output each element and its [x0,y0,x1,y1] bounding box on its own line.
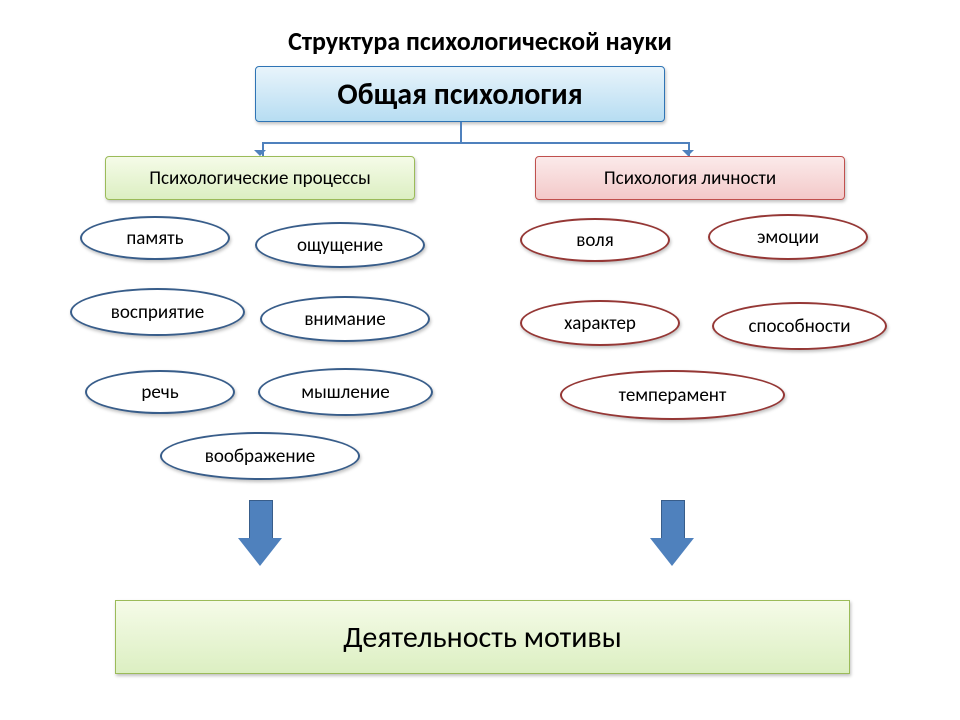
concept-label: характер [564,312,636,335]
concept-label: воля [576,229,613,252]
connector-arrowhead-right [682,150,694,156]
concept-ellipse: способности [712,302,887,350]
concept-label: темперамент [619,384,727,407]
concept-label: речь [141,381,178,404]
concept-label: память [126,227,183,250]
connector-cross [262,142,690,144]
concept-label: воображение [205,445,316,468]
connector-stem [460,122,462,144]
bottom-box: Деятельность мотивы [115,600,850,674]
connector-arrowhead-left [254,150,266,156]
concept-label: внимание [304,308,385,331]
concept-label: способности [749,315,851,338]
big-arrow-right [650,500,694,570]
concept-label: восприятие [111,301,204,324]
concept-ellipse: память [80,216,230,260]
concept-ellipse: темперамент [560,370,785,420]
concept-ellipse: внимание [260,296,430,342]
arrow-shaft [661,500,685,539]
concept-label: ощущение [297,234,383,257]
concept-label: мышление [301,381,389,404]
right-category-box: Психология личности [535,156,845,200]
concept-ellipse: эмоции [708,214,868,260]
concept-label: эмоции [757,226,819,249]
right-category-label: Психология личности [604,167,776,190]
concept-ellipse: мышление [258,368,433,416]
concept-ellipse: воля [520,218,670,262]
concept-ellipse: ощущение [255,222,425,268]
arrow-shaft [249,500,273,539]
bottom-box-label: Деятельность мотивы [343,619,622,656]
left-category-label: Психологические процессы [149,167,371,190]
root-box: Общая психология [255,66,665,122]
page-title: Структура психологической науки [0,25,960,57]
arrow-head-icon [238,538,282,566]
big-arrow-left [238,500,282,570]
concept-ellipse: характер [520,300,680,346]
arrow-head-icon [650,538,694,566]
left-category-box: Психологические процессы [105,156,415,200]
concept-ellipse: восприятие [70,288,245,336]
concept-ellipse: речь [85,370,235,414]
root-box-label: Общая психология [337,76,582,113]
concept-ellipse: воображение [160,432,360,480]
